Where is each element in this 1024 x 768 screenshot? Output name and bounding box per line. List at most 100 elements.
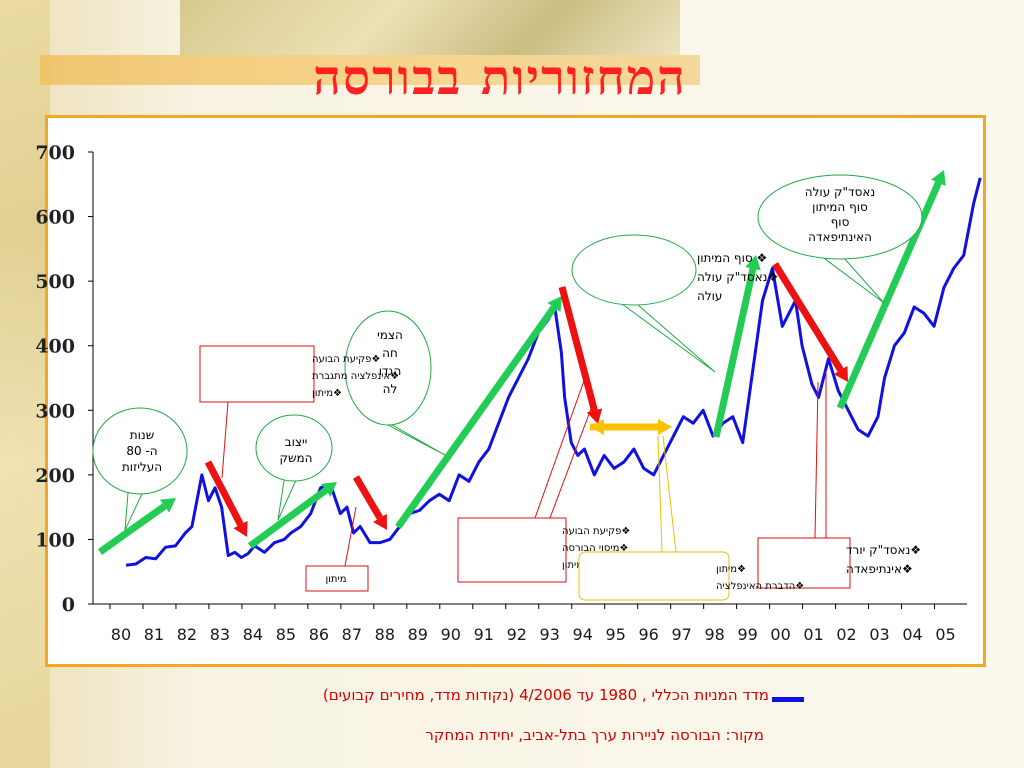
x-tick-label: 85 (276, 625, 296, 644)
arrow-head (547, 296, 562, 313)
x-tick-label: 91 (474, 625, 494, 644)
x-tick-label: 97 (671, 625, 691, 644)
callout-pointer (657, 435, 663, 553)
arrow-flat-96 (590, 419, 672, 435)
annotation-recession-96-text: ❖מיתון (716, 564, 746, 575)
callout-ellipse (757, 174, 923, 260)
x-tick-label: 87 (342, 625, 362, 644)
arrow-down-94 (558, 286, 603, 424)
x-tick-label: 03 (869, 625, 889, 644)
arrow-head (931, 170, 946, 187)
annotation-recession-96-text: ❖הדברת האינפלציה (716, 581, 804, 592)
x-tick-label: 92 (507, 625, 527, 644)
annotation-nasdaq-up-text: סוף (831, 215, 850, 229)
annotation-end-recession-text: ❖נאסד"ק עולה (697, 270, 778, 284)
callout-box (578, 551, 730, 601)
arrow-up-84 (247, 482, 337, 549)
x-tick-label: 94 (573, 625, 593, 644)
callout-pointer (534, 377, 586, 519)
annotation-nasdaq-down-text: ❖אינתיפאדה (846, 562, 913, 576)
page-title: המחזוריות בבורסה (313, 50, 687, 106)
annotation-nasdaq-up-text: האינתיפאדה (808, 230, 872, 244)
arrow-up-98 (712, 255, 761, 438)
annotation-bubble-93-text: ❖מיסוי הבורסה (562, 543, 628, 554)
x-tick-label: 82 (177, 625, 197, 644)
x-tick-label: 05 (935, 625, 955, 644)
x-tick-label: 96 (638, 625, 658, 644)
callout-nasdaq-up (757, 174, 923, 304)
callout-tail (277, 477, 297, 521)
callout-ellipse (92, 407, 188, 495)
callout-80s (92, 407, 188, 531)
callout-pointer (221, 401, 229, 479)
arrow-shaft (204, 460, 244, 527)
callout-ellipse (255, 414, 333, 482)
x-tick-label: 93 (540, 625, 560, 644)
annotation-growth-text: לה (383, 382, 398, 396)
arrow-head (590, 419, 604, 435)
annotation-growth-text: הגדו (379, 364, 402, 378)
arrow-shaft (772, 262, 844, 372)
arrow-head (833, 365, 848, 382)
x-tick-label: 83 (210, 625, 230, 644)
annotation-nasdaq-down-text: ❖נאסד"ק יורד (846, 543, 921, 557)
left-decor-strip (0, 0, 50, 768)
callout-box (305, 565, 369, 592)
arrow-shaft (97, 503, 167, 555)
y-tick-label: 700 (35, 142, 75, 164)
annotation-bubble-82-text: ❖אינפלציה מתגברת (312, 371, 399, 382)
callout-tail (377, 418, 446, 456)
x-tick-label: 02 (836, 625, 856, 644)
arrow-shaft (558, 286, 598, 412)
legend-series-swatch (772, 697, 804, 702)
annotation-end-recession-text: ❖ סוף המיתון (697, 251, 767, 265)
annotation-stab-text: ייצוב (285, 435, 308, 449)
callout-stabilization (255, 414, 333, 521)
annotation-growth-text: הצמי (377, 328, 403, 342)
title-banner (40, 55, 700, 85)
arrow-down-87 (352, 475, 387, 530)
y-tick-label: 300 (35, 400, 75, 422)
annotation-80s-text: שנות (130, 428, 154, 442)
arrow-head (233, 520, 248, 537)
callout-tail (618, 301, 716, 373)
arrow-shaft (247, 487, 328, 549)
arrow-up-80s (97, 498, 176, 555)
callout-pointer (549, 397, 596, 519)
callout-ellipse (571, 234, 697, 306)
x-tick-label: 95 (606, 625, 626, 644)
x-tick-label: 99 (737, 625, 757, 644)
header-decor-image (180, 0, 680, 55)
callout-ellipse (344, 310, 432, 426)
annotation-stab-text: המשק (279, 451, 312, 465)
x-tick-label: 88 (375, 625, 395, 644)
x-tick-label: 90 (441, 625, 461, 644)
arrow-up-growth (395, 296, 562, 530)
arrow-head (373, 513, 387, 530)
x-tick-label: 80 (111, 625, 131, 644)
annotation-bubble-82-text: ❖פקיעת הבועה (312, 354, 380, 365)
callout-recession-87 (305, 506, 369, 592)
arrow-head (159, 498, 176, 513)
annotation-end-recession-text: עולה (697, 289, 722, 303)
annotation-bubble-82-text: ❖מיתון (312, 388, 342, 399)
y-tick-label: 600 (35, 207, 75, 229)
annotation-80s-text: העליזות (122, 460, 162, 474)
annotation-nasdaq-up-text: סוף המיתון (812, 200, 868, 214)
annotation-recession-87-text: מיתון (325, 574, 346, 585)
y-tick-label: 100 (35, 529, 75, 551)
x-tick-label: 98 (704, 625, 724, 644)
arrow-head (320, 482, 337, 497)
data-source: מקור: הבורסה לניירות ערך בתל-אביב, יחידת… (425, 726, 764, 744)
callout-end-recession (571, 234, 716, 373)
y-tick-label: 0 (62, 594, 75, 616)
x-tick-label: 00 (770, 625, 790, 644)
callout-pointer (344, 506, 357, 567)
chart-caption: מדד המניות הכללי , 1980 עד 4/2006 (נקודו… (322, 686, 769, 704)
callout-bubble-93 (457, 377, 596, 583)
x-tick-label: 81 (144, 625, 164, 644)
callout-recession-96 (578, 435, 730, 601)
arrow-head (586, 408, 603, 424)
arrow-head (658, 419, 672, 435)
x-tick-label: 86 (309, 625, 329, 644)
